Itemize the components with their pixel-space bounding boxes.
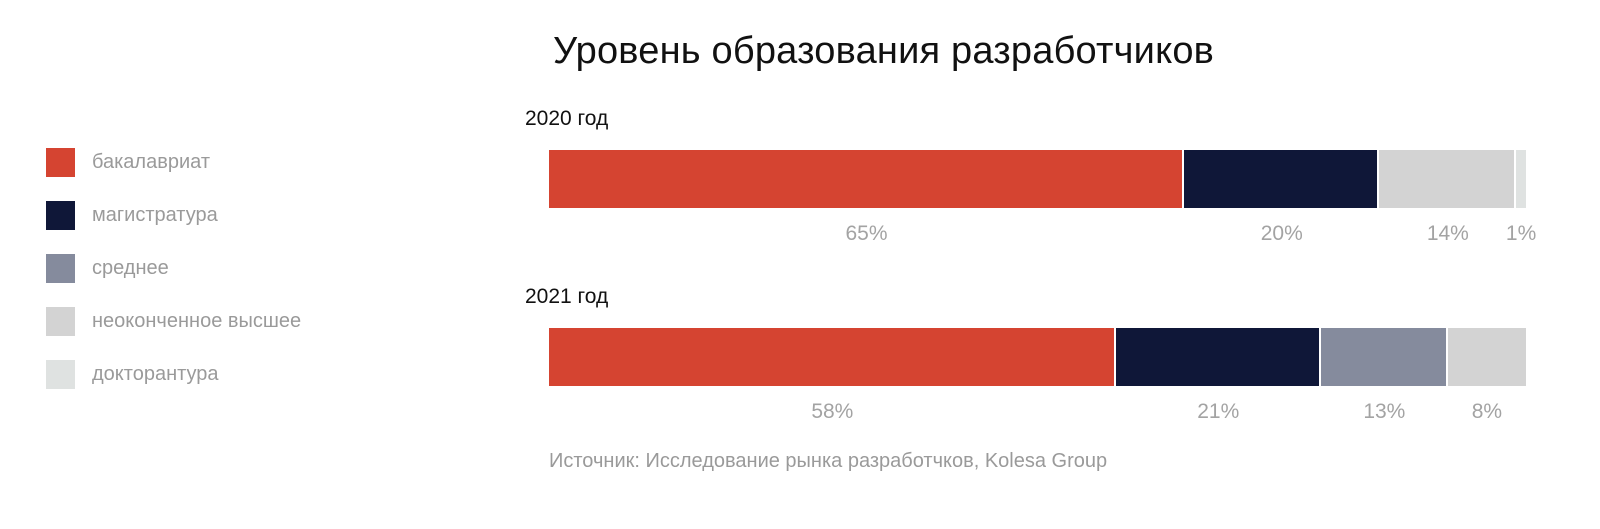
legend-label-doctorate: докторантура (92, 363, 219, 385)
data-label: 14% (1426, 222, 1469, 245)
data-label: 58% (811, 400, 854, 423)
legend-swatch-bachelor (46, 148, 75, 177)
data-label: 1% (1505, 222, 1537, 245)
bar-segment (1320, 328, 1448, 386)
data-label: 8% (1471, 400, 1503, 423)
row-label-2021: 2021 год (525, 285, 609, 308)
legend-label-secondary: среднее (92, 257, 169, 279)
data-label: 65% (845, 222, 888, 245)
bar-segment (549, 328, 1116, 386)
stacked-bar-2021 (549, 328, 1526, 386)
bar-segment (549, 150, 1185, 208)
data-label: 13% (1363, 400, 1406, 423)
stacked-bar-2020 (549, 150, 1526, 208)
data-label: 21% (1197, 400, 1240, 423)
legend-label-master: магистратура (92, 204, 218, 226)
bar-segment (1184, 150, 1380, 208)
legend-swatch-incomplete-higher (46, 307, 75, 336)
chart-title: Уровень образования разработчиков (553, 30, 1215, 72)
row-label-2020: 2020 год (525, 107, 609, 130)
legend-swatch-doctorate (46, 360, 75, 389)
legend-label-incomplete-higher: неоконченное высшее (92, 310, 302, 332)
bar-segment (1115, 328, 1321, 386)
bar-segment (1379, 150, 1517, 208)
bar-segment (1516, 150, 1526, 208)
legend-swatch-master (46, 201, 75, 230)
bar-segment (1447, 328, 1526, 386)
chart-source-note: Источник: Исследование рынка разработчко… (549, 450, 1108, 472)
legend-swatch-secondary (46, 254, 75, 283)
legend-label-bachelor: бакалавриат (92, 151, 210, 173)
data-label: 20% (1260, 222, 1303, 245)
